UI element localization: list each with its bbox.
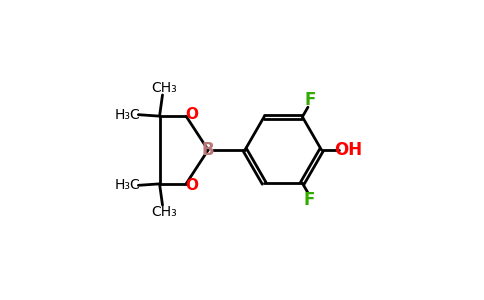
Text: CH₃: CH₃ [151,81,177,94]
Text: F: F [304,91,316,109]
Text: F: F [304,191,315,209]
Text: OH: OH [334,141,363,159]
Text: H₃C: H₃C [114,108,140,122]
Text: H₃C: H₃C [114,178,140,192]
Text: B: B [202,141,214,159]
Text: O: O [185,178,198,193]
Text: CH₃: CH₃ [151,206,177,219]
Text: O: O [185,107,198,122]
